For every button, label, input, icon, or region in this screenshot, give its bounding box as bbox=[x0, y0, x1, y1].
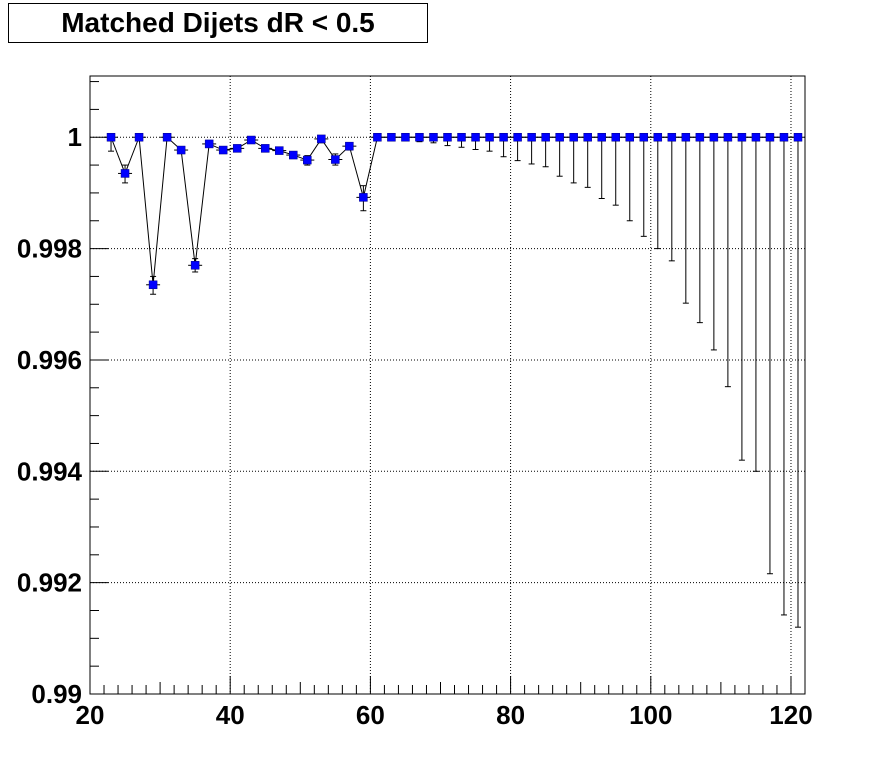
data-point bbox=[401, 132, 410, 142]
data-point bbox=[204, 139, 214, 149]
data-point bbox=[218, 145, 228, 155]
data-point bbox=[653, 132, 663, 142]
data-point bbox=[190, 261, 200, 270]
chart-title: Matched Dijets dR < 0.5 bbox=[8, 3, 428, 43]
data-point bbox=[471, 132, 480, 142]
y-tick-label: 0.992 bbox=[17, 568, 82, 598]
data-point bbox=[541, 132, 550, 142]
data-point bbox=[737, 132, 747, 142]
data-point bbox=[443, 132, 452, 142]
data-point bbox=[695, 132, 705, 142]
series-line bbox=[110, 136, 798, 285]
data-point bbox=[317, 134, 326, 144]
y-tick-label: 0.996 bbox=[17, 345, 82, 375]
data-point bbox=[639, 132, 649, 142]
data-point bbox=[667, 132, 677, 142]
data-point bbox=[345, 141, 354, 151]
data-point bbox=[373, 132, 382, 142]
data-point bbox=[499, 132, 508, 142]
data-point bbox=[793, 132, 803, 142]
data-point bbox=[162, 132, 172, 142]
y-tick-labels: 0.99 0.992 0.994 0.996 0.998 1 bbox=[17, 122, 83, 709]
data-point bbox=[555, 132, 564, 142]
data-point bbox=[106, 132, 116, 142]
data-point bbox=[625, 132, 635, 142]
data-point bbox=[723, 132, 733, 142]
data-point bbox=[415, 132, 424, 142]
data-point bbox=[260, 144, 270, 153]
data-point bbox=[331, 155, 340, 164]
data-point bbox=[765, 132, 775, 142]
data-point bbox=[232, 144, 242, 153]
data-point bbox=[611, 132, 620, 142]
x-tick-label: 60 bbox=[356, 700, 385, 730]
data-point bbox=[513, 132, 522, 142]
data-point bbox=[779, 132, 789, 142]
data-point bbox=[429, 132, 438, 142]
x-tick-label: 80 bbox=[496, 700, 525, 730]
data-point bbox=[387, 132, 396, 142]
data-point bbox=[569, 132, 578, 142]
x-tick-label: 20 bbox=[76, 700, 105, 730]
data-point bbox=[289, 150, 298, 160]
data-point bbox=[303, 155, 312, 165]
x-tick-label: 100 bbox=[629, 700, 672, 730]
plot-frame bbox=[89, 75, 806, 695]
data-point bbox=[583, 132, 592, 142]
x-tick-label: 120 bbox=[769, 700, 812, 730]
x-tick-label: 40 bbox=[216, 700, 245, 730]
data-point bbox=[709, 132, 719, 142]
data-point bbox=[527, 132, 536, 142]
data-point bbox=[134, 132, 144, 142]
data-point bbox=[681, 132, 691, 142]
grid-lines bbox=[90, 76, 805, 694]
y-tick-label: 0.99 bbox=[31, 679, 82, 709]
data-point bbox=[275, 146, 284, 155]
y-tick-label: 0.998 bbox=[17, 234, 82, 264]
data-point bbox=[485, 132, 494, 142]
data-point bbox=[597, 132, 606, 142]
data-point bbox=[751, 132, 761, 142]
data-series bbox=[104, 132, 805, 628]
data-point bbox=[246, 135, 256, 145]
y-tick-label: 0.994 bbox=[17, 456, 83, 486]
x-tick-labels: 20 40 60 80 100 120 bbox=[76, 700, 813, 730]
data-point bbox=[359, 193, 368, 202]
data-point bbox=[457, 132, 466, 142]
data-point bbox=[148, 280, 158, 290]
data-point bbox=[120, 169, 130, 178]
data-point bbox=[176, 145, 186, 155]
y-tick-label: 1 bbox=[68, 122, 82, 152]
axis-ticks bbox=[89, 81, 806, 695]
